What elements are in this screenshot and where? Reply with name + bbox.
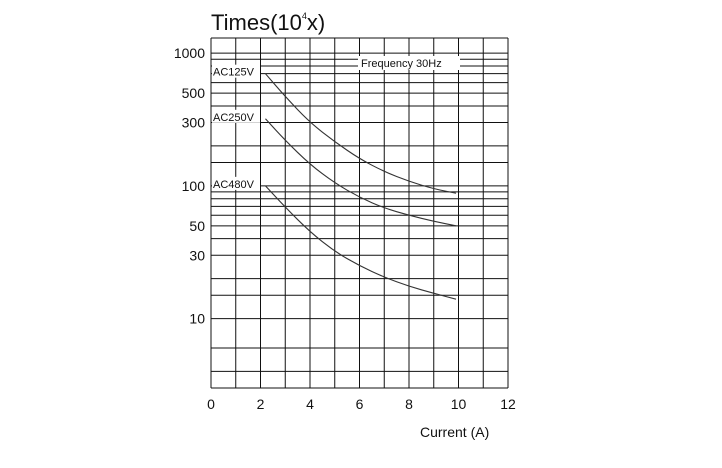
series-line-ac250v [265, 118, 457, 227]
x-tick-label: 8 [405, 396, 413, 412]
series-lines: AC125V AC250V AC480V [212, 64, 457, 300]
y-tick-label: 30 [189, 247, 205, 263]
y-tick-labels: 10 30 50 100 300 500 1000 [174, 45, 205, 326]
series-label-background [212, 109, 260, 123]
y-tick-label: 10 [189, 311, 205, 327]
y-tick-label: 300 [182, 115, 206, 131]
series-line-ac480v [265, 185, 457, 300]
x-tick-label: 0 [207, 396, 215, 412]
x-tick-label: 4 [306, 396, 314, 412]
x-tick-label: 2 [257, 396, 265, 412]
chart-title: Times(104x) [211, 10, 325, 35]
x-tick-labels: 0 2 4 6 8 10 12 [207, 396, 516, 412]
x-tick-label: 12 [500, 396, 516, 412]
title-end: x) [307, 10, 325, 35]
series-line-ac125v [265, 73, 457, 194]
series-label-ac250v: AC250V [213, 112, 255, 124]
x-tick-label: 6 [356, 396, 364, 412]
title-exponent: 4 [302, 11, 307, 21]
series-label-background [212, 176, 260, 190]
y-tick-label: 500 [182, 85, 206, 101]
title-main: Times(10 [211, 10, 302, 35]
frequency-annotation: Frequency 30Hz [361, 58, 442, 70]
vertical-gridlines [210, 38, 509, 388]
series-label-ac125v: AC125V [213, 67, 255, 79]
x-axis-label: Current (A) [420, 424, 489, 440]
series-label-background [212, 64, 260, 78]
series-label-ac480v: AC480V [213, 179, 255, 191]
y-tick-label: 100 [182, 178, 206, 194]
x-tick-label: 10 [451, 396, 467, 412]
y-tick-label: 1000 [174, 45, 205, 61]
annotation-background [358, 56, 460, 70]
horizontal-gridlines [211, 37, 508, 389]
y-tick-label: 50 [189, 218, 205, 234]
